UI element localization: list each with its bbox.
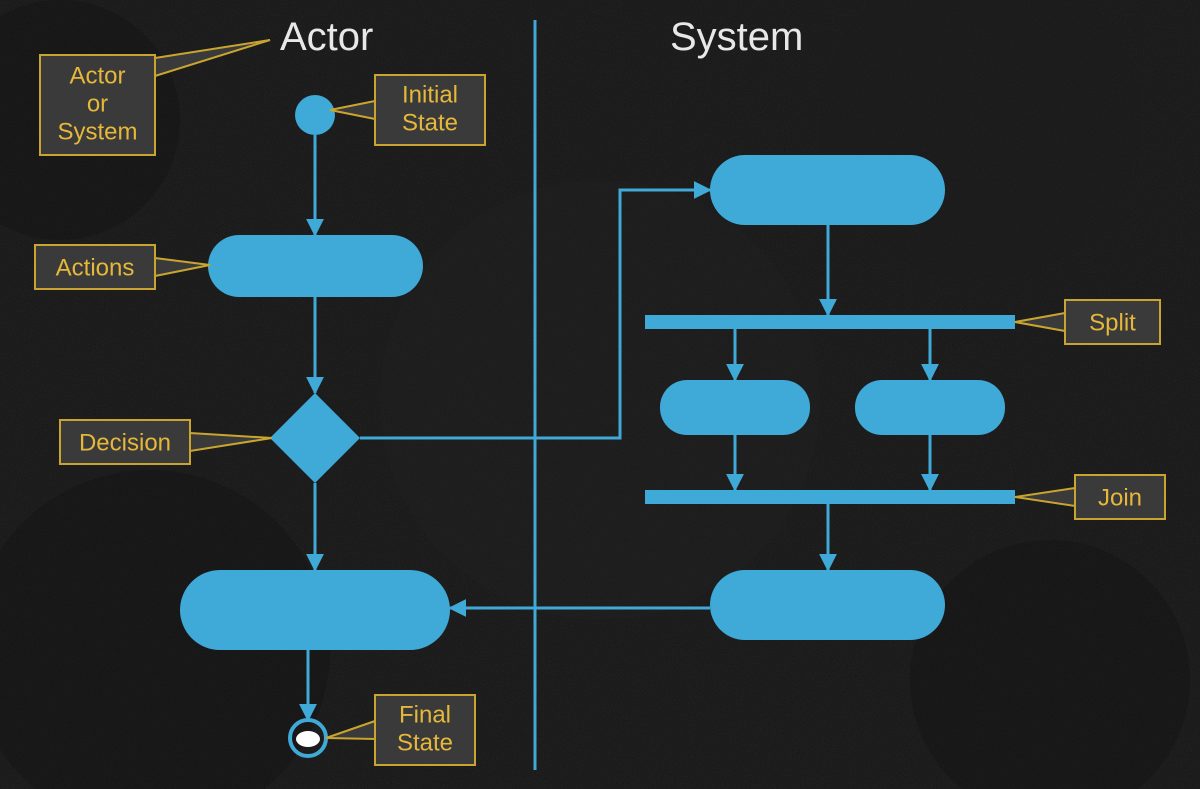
node-sys_left [660, 380, 810, 435]
node-action_b [180, 570, 450, 650]
diagram-stage: ActorSystemActororSystemInitialStateActi… [0, 0, 1200, 789]
callout-final_state-text: FinalState [397, 701, 453, 756]
node-final-dot [296, 731, 320, 747]
callout-split-text: Split [1089, 309, 1136, 336]
callout-decision-text: Decision [79, 429, 171, 456]
node-action_a [208, 235, 423, 297]
node-sys_right [855, 380, 1005, 435]
callout-join-text: Join [1098, 484, 1142, 511]
callout-actions-text: Actions [56, 254, 135, 281]
node-sys_top [710, 155, 945, 225]
heading-system: System [670, 15, 803, 59]
callout-initial_state-text: InitialState [402, 81, 458, 136]
node-split_bar [645, 315, 1015, 329]
diagram-svg: ActorSystemActororSystemInitialStateActi… [0, 0, 1200, 789]
node-initial [295, 95, 335, 135]
heading-actor: Actor [280, 15, 373, 59]
node-join_bar [645, 490, 1015, 504]
node-sys_bottom [710, 570, 945, 640]
